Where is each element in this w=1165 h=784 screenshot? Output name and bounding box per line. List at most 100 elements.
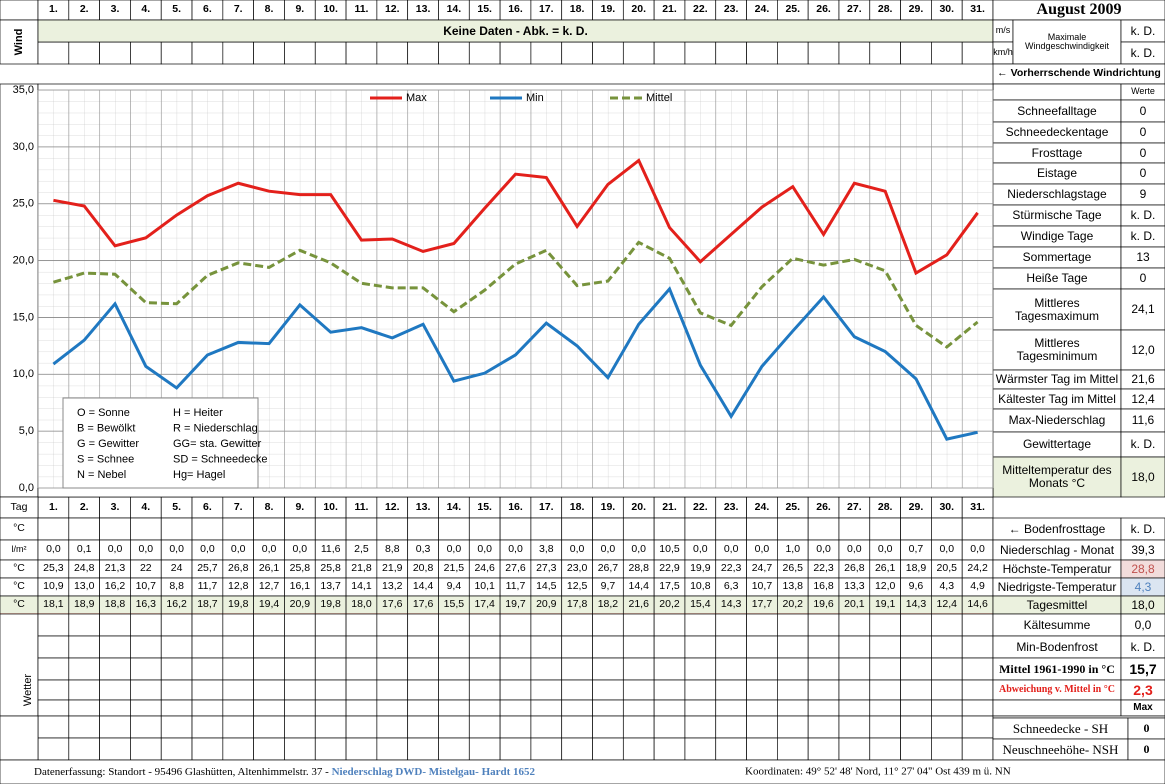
day-header: 18.: [569, 3, 585, 16]
cell: [37, 657, 70, 681]
cell: [438, 517, 470, 541]
day-value: 26,8: [844, 563, 864, 574]
day-value: 14,4: [628, 581, 648, 592]
day-value: 0,0: [200, 543, 215, 556]
cell: [807, 517, 840, 541]
day-value: 0,0: [169, 544, 184, 555]
summary-value: Max: [1133, 701, 1153, 713]
cell: [592, 737, 624, 761]
cell: [622, 737, 655, 761]
day-value: 17,7: [752, 599, 772, 610]
cell: [191, 635, 224, 659]
day-header: 11.: [354, 4, 368, 15]
day-value: 25,8: [320, 563, 340, 574]
day-value: 19,8: [320, 598, 341, 611]
cell: [438, 699, 470, 717]
day-header: 20.: [631, 3, 647, 16]
cell: [869, 517, 901, 541]
cell: [407, 613, 439, 637]
cell: [68, 41, 100, 65]
stat-label: Heiße Tage: [1026, 272, 1087, 285]
day-header: 22.: [693, 500, 708, 513]
cell: [314, 737, 347, 761]
day-value: 20,8: [413, 563, 433, 574]
day-value: 0,0: [46, 543, 61, 556]
cell: [222, 737, 254, 761]
cell: [777, 41, 809, 65]
unit-label: °C: [13, 562, 25, 575]
cell: [284, 715, 316, 739]
day-value: 25,3: [43, 563, 63, 574]
cell: [961, 517, 994, 541]
cell: [653, 657, 686, 681]
day-value: 16,3: [136, 599, 156, 610]
day-value: 19,4: [259, 599, 279, 610]
day-value: 0,0: [46, 543, 61, 556]
stat-value: k. D.: [1131, 230, 1156, 243]
unit: m/s: [995, 25, 1011, 36]
day-value: 18,7: [197, 599, 217, 610]
day-header: 31.: [970, 501, 985, 512]
cell: [653, 613, 686, 637]
cell: [253, 635, 285, 659]
day-header: 17.: [538, 500, 554, 513]
stat-value: 13: [1136, 250, 1150, 265]
day-value: 13,8: [783, 581, 803, 592]
cell: [961, 679, 994, 701]
cell: [130, 679, 162, 701]
stat-value: 11,6: [1131, 413, 1155, 428]
cell: [99, 657, 131, 681]
values-header: Werte: [1131, 86, 1155, 97]
day-value: 12,7: [258, 580, 280, 593]
wind-max-label: Maximale Windgeschwindigkeit: [1025, 32, 1109, 51]
day-value: 12,5: [567, 581, 587, 592]
day-header: 10.: [323, 3, 338, 16]
key-entry: N = Nebel: [77, 469, 126, 481]
cell: [838, 657, 871, 681]
day-header: 21.: [662, 500, 677, 513]
unit-label: °C: [13, 580, 25, 593]
cell: [468, 699, 501, 717]
stat-value: 21,6: [1131, 373, 1154, 386]
cell: [253, 737, 285, 761]
day-header: 9.: [295, 500, 305, 513]
cell: [438, 613, 470, 637]
footer-text: Datenerfassung: Standort - 95496 Glashüt…: [34, 766, 536, 778]
y-tick-label: 0,0: [19, 482, 34, 494]
cell: [345, 715, 378, 739]
cell: [715, 613, 747, 637]
day-value: 4,3: [939, 581, 954, 592]
day-value: 21,9: [382, 563, 402, 574]
stat-label: Stürmische Tage: [1012, 208, 1102, 223]
stat-value: 0: [1140, 272, 1147, 285]
summary-value: 18,0: [1131, 597, 1155, 612]
stat-value: 12,0: [1131, 342, 1155, 357]
day-value: 14,3: [721, 599, 741, 610]
day-value: 25,8: [290, 563, 310, 574]
cell: [684, 737, 717, 761]
stat-value: 12,4: [1131, 391, 1155, 406]
day-value: 16,2: [166, 599, 186, 610]
stat-value: 11,6: [1131, 413, 1155, 428]
cell: [499, 737, 532, 761]
y-tick-label: 30,0: [13, 141, 34, 153]
wind-direction: ← Vorherrschende Windrichtung: [997, 67, 1161, 80]
cell: [900, 635, 932, 659]
day-value: 16,8: [813, 580, 834, 593]
day-header: 5.: [172, 4, 181, 15]
stat-label: Schneedeckentage: [1006, 126, 1109, 139]
cell: [592, 517, 624, 541]
cell: [684, 699, 717, 717]
summary-label: Min-Bodenfrost: [1016, 639, 1098, 654]
cell: [746, 715, 778, 739]
cell: [931, 635, 963, 659]
summary-value: 2,3: [1133, 681, 1153, 698]
day-header: 14.: [447, 4, 462, 15]
cell: [468, 679, 501, 701]
cell: [314, 613, 347, 637]
cell: [992, 431, 1122, 458]
day-value: 22,9: [659, 562, 680, 575]
cell: [0, 0, 39, 21]
day-value: 18,1: [43, 599, 63, 610]
